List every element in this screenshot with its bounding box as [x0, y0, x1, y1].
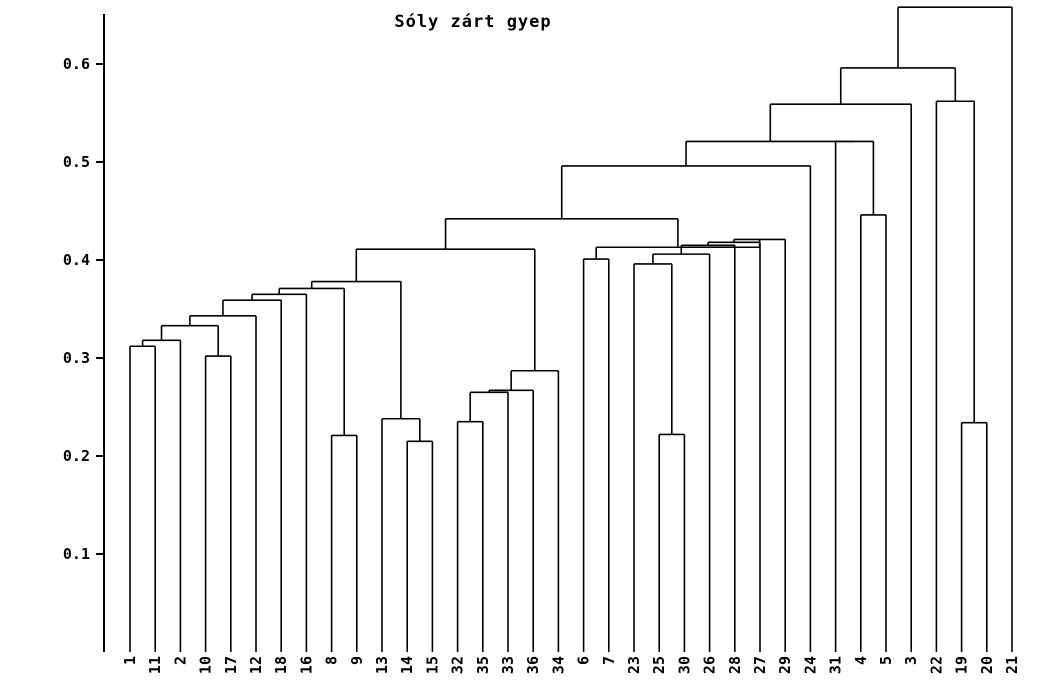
leaf-label: 12	[247, 656, 265, 674]
leaf-label: 34	[549, 656, 567, 674]
leaf-label: 29	[776, 656, 794, 674]
leaf-label: 22	[927, 656, 945, 674]
leaf-label: 24	[801, 656, 819, 674]
y-tick-label: 0.3	[63, 349, 90, 367]
leaf-label: 33	[499, 656, 517, 674]
leaf-label: 10	[197, 656, 215, 674]
leaf-label: 31	[827, 656, 845, 674]
leaf-labels: 1 11 2 10 17 12 18 16 8 9 13 14 15 32 35 33 36 34 6 7 23 25 30…	[121, 656, 1021, 674]
leaf-label: 19	[953, 656, 971, 674]
chart-title: Sóly zárt gyep	[394, 12, 551, 32]
leaf-label: 16	[297, 656, 315, 674]
leaf-label: 8	[323, 656, 341, 665]
leaf-label: 4	[852, 656, 870, 665]
leaf-label: 13	[373, 656, 391, 674]
leaf-label: 25	[650, 656, 668, 674]
leaf-label: 14	[398, 656, 416, 674]
leaf-label: 15	[423, 656, 441, 674]
leaf-label: 5	[877, 656, 895, 665]
leaf-label: 6	[575, 656, 593, 665]
leaf-label: 32	[449, 656, 467, 674]
leaf-label: 17	[222, 656, 240, 674]
leaf-label: 20	[978, 656, 996, 674]
leaf-label: 35	[474, 656, 492, 674]
dendrogram-branches	[129, 6, 1013, 652]
leaf-label: 26	[701, 656, 719, 674]
y-axis-ticks: 0.1 0.2 0.3 0.4 0.5 0.6	[63, 55, 104, 563]
y-tick-label: 0.2	[63, 447, 90, 465]
y-tick-label: 0.4	[63, 251, 90, 269]
leaf-label: 7	[600, 656, 618, 665]
y-tick-label: 0.1	[63, 545, 90, 563]
leaf-label: 28	[726, 656, 744, 674]
y-tick-label: 0.5	[63, 153, 90, 171]
leaf-label: 23	[625, 656, 643, 674]
y-tick-label: 0.6	[63, 55, 90, 73]
leaf-label: 9	[348, 656, 366, 665]
leaf-label: 27	[751, 656, 769, 674]
leaf-label: 11	[146, 656, 164, 674]
leaf-label: 36	[524, 656, 542, 674]
leaf-label: 18	[272, 656, 290, 674]
leaf-label: 3	[902, 656, 920, 665]
leaf-label: 30	[675, 656, 693, 674]
leaf-label: 21	[1003, 656, 1021, 674]
leaf-label: 2	[171, 656, 189, 665]
leaf-label: 1	[121, 656, 139, 665]
